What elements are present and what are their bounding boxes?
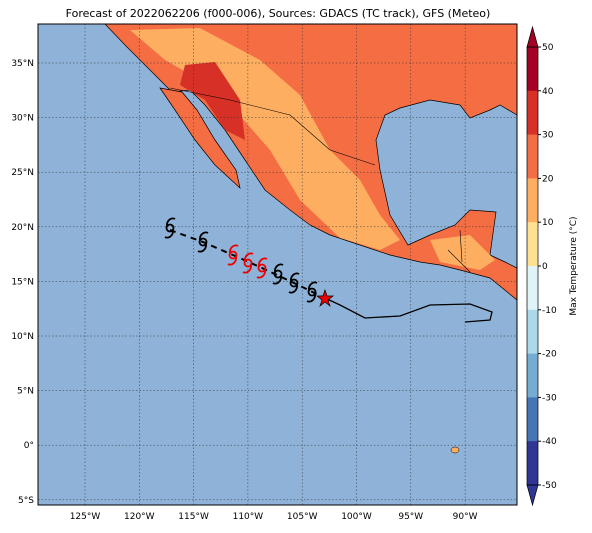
colorbar-segment [527, 47, 538, 92]
lat-label: 10°N [11, 332, 34, 342]
lon-label: 115°W [178, 512, 209, 522]
lat-label: 15°N [11, 277, 34, 287]
colorbar-tick-label: 50 [542, 43, 554, 53]
colorbar-tick-label: -20 [542, 350, 557, 360]
lat-label: 35°N [11, 59, 34, 69]
storm-position [316, 288, 334, 308]
map-frame [37, 23, 518, 506]
lat-label: 5°N [17, 387, 34, 397]
colorbar-segment [527, 222, 538, 267]
colorbar-tick-label: -10 [542, 306, 557, 316]
island [450, 446, 460, 454]
lat-label: 30°N [11, 114, 34, 124]
lat-label: 25°N [11, 168, 34, 178]
lon-label: 110°W [233, 512, 264, 522]
colorbar-tick-label: -50 [542, 481, 557, 491]
colorbar-segment [527, 353, 538, 398]
colorbar-tick-label: 10 [542, 218, 554, 228]
colorbar-tick-label: 30 [542, 131, 554, 141]
lat-label: 5°S [18, 496, 34, 506]
track-observed [324, 297, 493, 323]
colorbar-segment [527, 266, 538, 311]
colorbar-tick-label: -40 [542, 437, 557, 447]
colorbar-segment [527, 90, 538, 136]
warm-zone [130, 28, 400, 250]
border [169, 87, 471, 273]
warm-zone [430, 235, 495, 270]
colorbar-tick-label: 0 [542, 262, 548, 272]
colorbar-tick-label: 40 [542, 87, 554, 97]
hot-zone [180, 62, 245, 140]
map [38, 24, 517, 505]
baja [159, 87, 241, 190]
colorbar-tick-label: -30 [542, 393, 557, 403]
colorbar-segment [527, 134, 538, 179]
colorbar-label: Max Temperature (°C) [569, 216, 579, 315]
lon-label: 95°W [398, 512, 423, 522]
lat-label: 20°N [11, 223, 34, 233]
colorbar-extend [526, 25, 539, 48]
lon-label: 120°W [124, 512, 155, 522]
colorbar: 50 40 30 20 10 0 -10 -20 -30 -40 -50 [526, 25, 557, 507]
colorbar-segment [527, 397, 538, 442]
lon-label: 105°W [287, 512, 318, 522]
title: Forecast of 2022062206 (f000-006), Sourc… [66, 7, 491, 20]
colorbar-extend [526, 484, 539, 507]
lat-label: 0° [24, 441, 34, 451]
colorbar-tick-label: 20 [542, 174, 554, 184]
lon-label: 125°W [70, 512, 101, 522]
colorbar-segment [527, 309, 538, 355]
colorbar-segment [527, 178, 538, 223]
colorbar-segment [527, 441, 538, 486]
lon-label: 90°W [453, 512, 478, 522]
lon-label: 100°W [341, 512, 372, 522]
